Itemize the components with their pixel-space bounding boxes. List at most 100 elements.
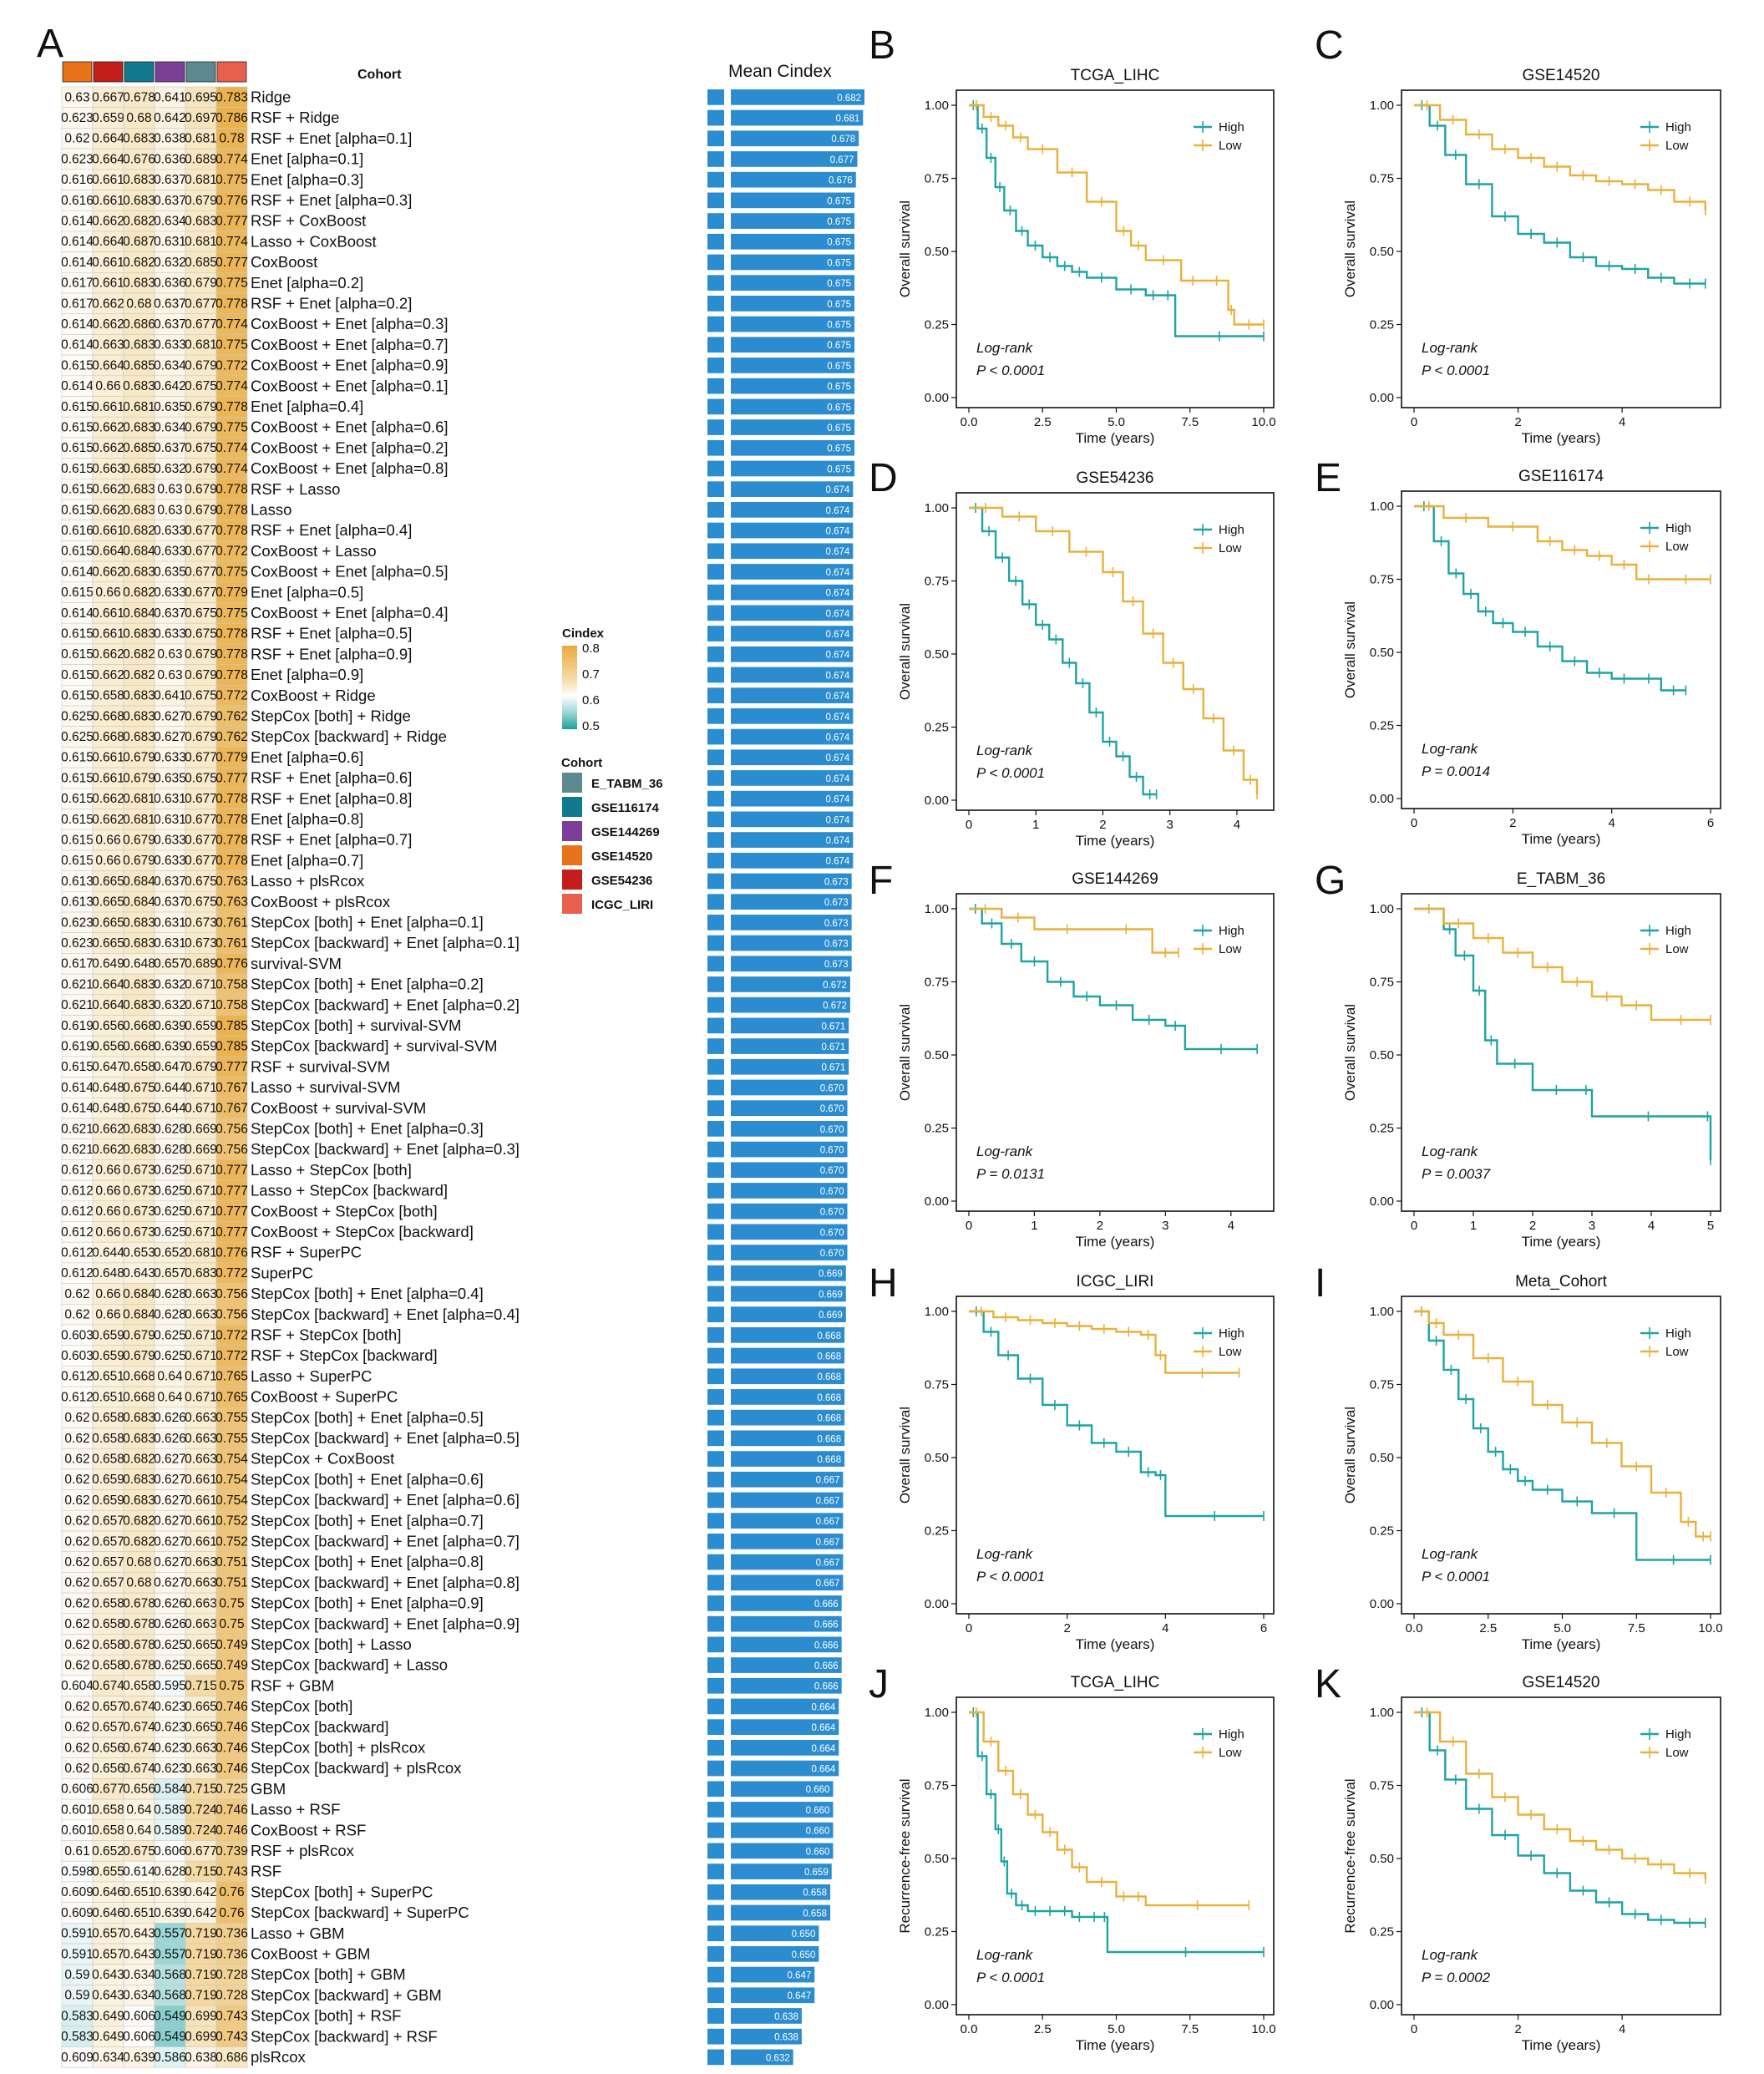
heatmap-cell xyxy=(154,231,186,252)
model-label: StepCox [both] + Enet [alpha=0.6] xyxy=(251,1470,484,1488)
model-label: CoxBoost + Enet [alpha=0.2] xyxy=(251,439,449,456)
heatmap-cell xyxy=(215,788,248,809)
heatmap-cell-value: 0.677 xyxy=(185,833,217,847)
mean-bar-marker xyxy=(707,915,724,931)
mean-bar-marker xyxy=(707,646,724,662)
heatmap-cell-value: 0.678 xyxy=(123,1617,155,1631)
heatmap-cell xyxy=(154,705,186,728)
mean-bar-marker xyxy=(707,1121,724,1137)
km-legend-high-label: High xyxy=(1665,521,1691,535)
heatmap-cell-value: 0.612 xyxy=(61,1245,94,1260)
panel-letter: G xyxy=(1315,859,1346,903)
heatmap-cell xyxy=(92,148,124,170)
mean-cindex-value: 0.673 xyxy=(824,919,849,929)
mean-cindex-value: 0.672 xyxy=(823,1002,847,1012)
heatmap-cell-value: 0.683 xyxy=(123,689,155,703)
km-xtick-label: 2 xyxy=(1509,816,1516,830)
heatmap-cell xyxy=(92,849,124,871)
heatmap-cell-value: 0.663 xyxy=(185,1596,217,1610)
heatmap-cell-value: 0.736 xyxy=(215,1927,248,1941)
heatmap-cell-value: 0.62 xyxy=(64,1308,89,1322)
panel-letter: H xyxy=(869,1261,898,1306)
km-title: GSE14520 xyxy=(1523,1674,1600,1691)
km-legend-low-label: Low xyxy=(1665,1746,1689,1760)
km-xtick-label: 5.0 xyxy=(1108,415,1125,429)
heatmap-cell xyxy=(185,911,217,934)
heatmap-cell-value: 0.674 xyxy=(92,1679,124,1693)
heatmap-cell-value: 0.63 xyxy=(157,668,182,682)
mean-cindex-value: 0.682 xyxy=(837,94,861,104)
km-xtick-label: 2.5 xyxy=(1034,2022,1052,2036)
heatmap-cell xyxy=(215,747,248,768)
heatmap-cell-value: 0.681 xyxy=(185,1245,217,1260)
mean-cindex-bar xyxy=(731,667,854,683)
model-label: Lasso + StepCox [both] xyxy=(251,1161,412,1179)
km-xtick-label: 5.0 xyxy=(1554,1621,1571,1635)
heatmap-cell-value: 0.633 xyxy=(154,524,186,538)
heatmap-cell-value: 0.679 xyxy=(185,483,217,497)
km-legend-high-label: High xyxy=(1665,120,1691,134)
km-ytick-label: 0.75 xyxy=(925,575,949,589)
km-xtick-label: 0 xyxy=(1411,1219,1417,1233)
heatmap-cell-value: 0.639 xyxy=(154,1039,186,1053)
cohort-legend-swatch xyxy=(562,845,582,865)
heatmap-cell-value: 0.63 xyxy=(157,647,182,662)
heatmap-cell-value: 0.655 xyxy=(92,1864,124,1879)
heatmap-cell-value: 0.777 xyxy=(215,771,248,785)
heatmap-cell xyxy=(123,932,155,954)
heatmap-cell-value: 0.643 xyxy=(92,1968,124,1982)
mean-cindex-bar xyxy=(731,832,854,848)
heatmap-cell-value: 0.614 xyxy=(61,379,94,393)
heatmap-cell-value: 0.63 xyxy=(64,90,89,104)
heatmap-cell-value: 0.677 xyxy=(185,854,217,868)
model-label: RSF + Enet [alpha=0.5] xyxy=(251,625,412,642)
mean-cindex-value: 0.668 xyxy=(817,1414,841,1424)
heatmap-cell-value: 0.619 xyxy=(61,1039,94,1053)
heatmap-cell-value: 0.661 xyxy=(92,524,124,538)
heatmap-cell-value: 0.682 xyxy=(123,647,155,662)
heatmap-cell xyxy=(215,107,248,129)
heatmap-cell-value: 0.656 xyxy=(92,1019,124,1033)
heatmap-cell-value: 0.679 xyxy=(185,400,217,414)
heatmap-cell-value: 0.661 xyxy=(92,751,124,765)
heatmap-cell-value: 0.762 xyxy=(215,730,248,744)
km-stat-label: Log-rank xyxy=(1422,1947,1479,1963)
heatmap-cell-value: 0.679 xyxy=(185,503,217,517)
cohort-legend-title: Cohort xyxy=(561,756,602,770)
km-p-value: P < 0.0001 xyxy=(976,1569,1045,1585)
heatmap-cell-value: 0.715 xyxy=(185,1864,217,1879)
heatmap-cell-value: 0.625 xyxy=(154,1328,186,1342)
mean-bar-marker xyxy=(707,130,724,147)
heatmap-cell-value: 0.657 xyxy=(92,1534,124,1549)
heatmap-cell-value: 0.595 xyxy=(154,1679,186,1693)
heatmap-cell xyxy=(215,499,248,521)
heatmap-cell-value: 0.728 xyxy=(215,1968,248,1982)
mean-bar-marker xyxy=(707,439,724,456)
heatmap-cell xyxy=(61,870,94,892)
km-legend-high-label: High xyxy=(1219,1727,1244,1742)
heatmap-cell xyxy=(154,664,186,686)
km-title: E_TABM_36 xyxy=(1517,870,1605,888)
model-label: CoxBoost + Enet [alpha=0.4] xyxy=(251,604,449,621)
heatmap-cell xyxy=(154,251,186,273)
model-label: StepCox [backward] + SuperPC xyxy=(251,1904,469,1921)
heatmap-cell-value: 0.767 xyxy=(215,1102,248,1116)
heatmap-cell xyxy=(123,602,155,624)
mean-cindex-value: 0.659 xyxy=(804,1868,829,1878)
heatmap-cell-value: 0.772 xyxy=(215,1349,248,1363)
heatmap-cell xyxy=(61,705,94,728)
km-xtick-label: 1 xyxy=(1470,1219,1477,1233)
heatmap-cell-value: 0.634 xyxy=(123,1968,155,1982)
mean-cindex-value: 0.675 xyxy=(827,423,851,434)
heatmap-cell-value: 0.639 xyxy=(154,1906,186,1920)
heatmap-cell-value: 0.682 xyxy=(123,668,155,682)
mean-cindex-value: 0.660 xyxy=(806,1847,830,1857)
heatmap-cell-value: 0.679 xyxy=(185,730,217,744)
km-xtick-label: 2 xyxy=(1529,1219,1536,1233)
heatmap-cell-value: 0.626 xyxy=(154,1596,186,1610)
mean-bar-marker xyxy=(707,708,724,724)
mean-bar-marker xyxy=(707,996,724,1013)
mean-bar-marker xyxy=(707,873,724,890)
heatmap-cell-value: 0.687 xyxy=(123,235,155,249)
model-label: StepCox [both] + Enet [alpha=0.7] xyxy=(251,1512,484,1529)
